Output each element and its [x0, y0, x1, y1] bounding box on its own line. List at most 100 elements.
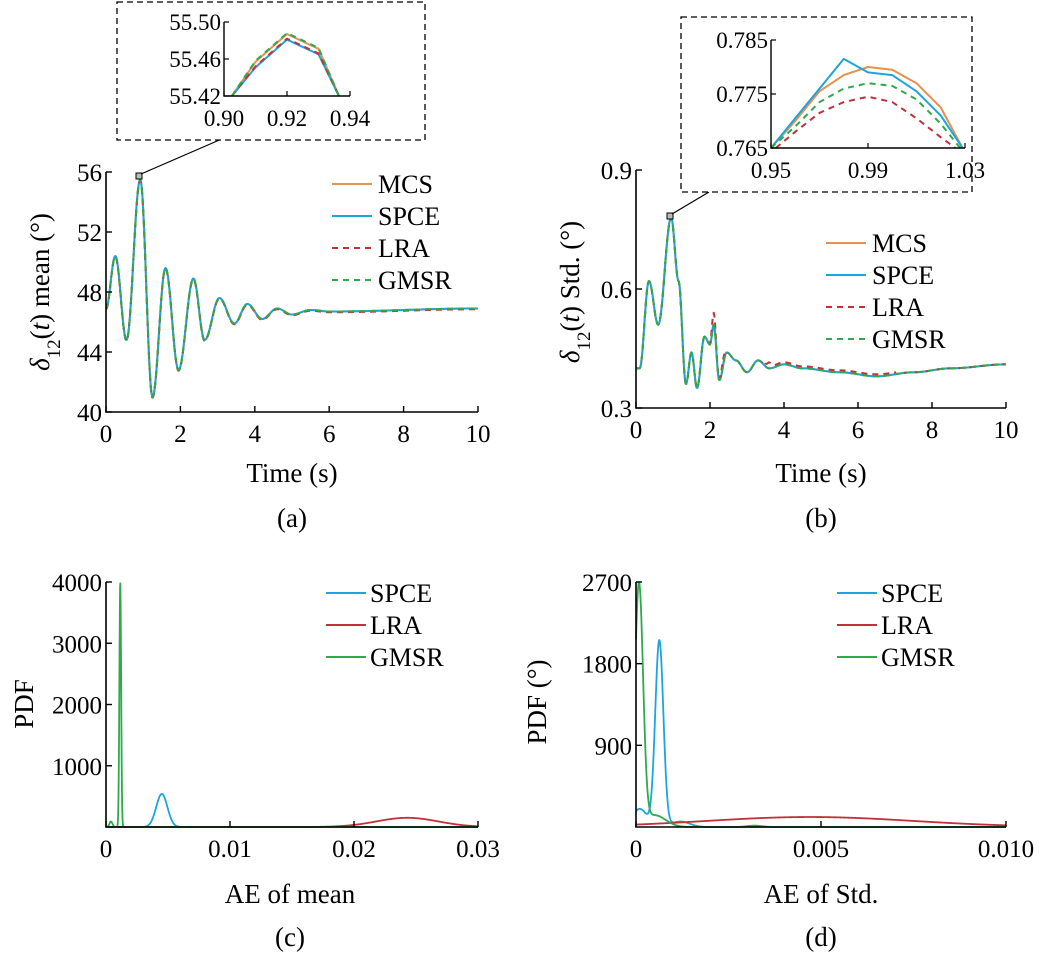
panel-d-legend-label-lra: LRA [881, 611, 933, 640]
panel-d-legend: SPCE LRA GMSR [837, 579, 955, 672]
panel-a-inset-frame [116, 1, 426, 141]
panel-b-legend-label-lra: LRA [872, 293, 924, 322]
panel-a-series [105, 178, 479, 399]
panel-b-inset-xtick-label: 0.99 [848, 158, 888, 183]
panel-a-ytick-label: 44 [77, 340, 103, 367]
panel-b-inset-xtick-label: 0.95 [751, 158, 791, 183]
panel-c-xtick-label: 0.01 [208, 836, 252, 863]
panel-a-xlabel: Time (s) [246, 458, 337, 488]
panel-a-ylabel: δ12(t) mean (°) [25, 213, 65, 371]
panel-c-axes [105, 582, 478, 828]
panel-a-xtick-label: 10 [466, 421, 491, 448]
panel-a-inset-xtick-label: 0.92 [267, 106, 307, 131]
panel-a: 0 2 4 6 8 10 40 44 48 52 56 Time (s) δ12(t) mean … [25, 1, 491, 533]
panel-a-inset-ytick-label: 55.46 [169, 47, 221, 72]
panel-a-xtick-label: 4 [249, 421, 262, 448]
panel-b-xtick-label: 0 [630, 417, 643, 444]
panel-d-xtick-label: 0.010 [978, 836, 1034, 863]
panel-b-line-spce [635, 216, 1007, 389]
panel-b-ytick-label: 0.9 [601, 158, 632, 185]
panel-a-legend-label-gmsr: GMSR [378, 266, 452, 295]
panel-c-xticks: 0 0.01 0.02 0.03 [100, 821, 500, 863]
panel-b-ytick-label: 0.3 [601, 396, 632, 423]
panel-d-caption: (d) [805, 922, 836, 952]
panel-b-ytick-label: 0.6 [601, 277, 632, 304]
panel-a-zoom-marker [135, 172, 143, 180]
panel-b-axes [635, 170, 1006, 409]
panel-b-legend: MCS SPCE LRA GMSR [826, 229, 946, 354]
panel-b-inset-line-spce [770, 57, 964, 149]
panel-c-xtick-label: 0.02 [332, 836, 376, 863]
panel-a-ytick-label: 48 [77, 280, 102, 307]
panel-a-xtick-label: 6 [323, 421, 336, 448]
panel-d-series [635, 581, 1007, 828]
panel-d-legend-label-spce: SPCE [881, 579, 943, 608]
panel-a-inset-ticks: 0.90 0.92 0.94 55.42 55.46 55.50 [169, 10, 370, 131]
panel-a-line-gmsr [105, 178, 479, 398]
panel-d-xlabel: AE of Std. [764, 879, 879, 909]
panel-b-ylabel: δ12(t) Std. (°) [555, 221, 595, 363]
panel-b-line-mcs [635, 216, 1007, 389]
panel-b-legend-label-spce: SPCE [872, 261, 934, 290]
panel-a-inset-line-gmsr [231, 32, 340, 97]
panel-b-series [635, 216, 1007, 389]
panel-a-legend-label-spce: SPCE [378, 202, 440, 231]
panel-b-xtick-label: 6 [852, 417, 865, 444]
panel-b-line-gmsr [635, 216, 1007, 389]
panel-a-caption: (a) [277, 503, 307, 533]
panel-c-legend-label-spce: SPCE [370, 579, 432, 608]
panel-c-ytick-label: 3000 [52, 631, 102, 658]
panel-a-inset-ytick-label: 55.42 [169, 84, 221, 109]
panel-a-xtick-label: 2 [174, 421, 187, 448]
panel-a-yticks: 40 44 48 52 56 [77, 160, 112, 427]
panel-c-series [105, 582, 479, 828]
panel-b-line-lra [635, 216, 1007, 389]
panel-d-xtick-label: 0 [630, 836, 643, 863]
panel-d-yticks: 900 1800 2700 [582, 570, 642, 760]
panel-a-inset-xtick-label: 0.94 [330, 106, 371, 131]
panel-c-ylabel: PDF [9, 679, 39, 729]
panel-d-xticks: 0 0.005 0.010 [630, 821, 1034, 863]
panel-b-inset-ytick-label: 0.785 [716, 28, 768, 53]
panel-a-legend-label-lra: LRA [378, 234, 430, 263]
panel-b-legend-label-gmsr: GMSR [872, 325, 946, 354]
panel-b-zoom-connector [671, 191, 710, 215]
panel-c: 0 0.01 0.02 0.03 1000 2000 3000 4000 AE of mea… [9, 570, 500, 952]
panel-a-legend-label-mcs: MCS [378, 170, 433, 199]
panel-d: 0 0.005 0.010 900 1800 2700 AE of Std. PDF (… [522, 570, 1034, 952]
panel-c-legend: SPCE LRA GMSR [326, 579, 444, 672]
panel-c-line-spce [105, 793, 479, 828]
panel-b-xticks: 0 2 4 6 8 10 [630, 402, 1019, 444]
panel-a-zoom-connector [140, 137, 225, 175]
panel-a-legend: MCS SPCE LRA GMSR [332, 170, 452, 295]
panel-a-xtick-label: 0 [100, 421, 113, 448]
panel-d-ylabel: PDF (°) [522, 659, 552, 744]
panel-b-inset-line-lra [775, 95, 956, 149]
panel-c-caption: (c) [275, 922, 305, 952]
panel-c-line-gmsr [105, 582, 479, 828]
panel-c-xtick-label: 0 [100, 836, 113, 863]
panel-b-inset-xtick-label: 1.03 [945, 158, 985, 183]
panel-d-axes [635, 582, 1006, 828]
panel-a-inset-line-lra [231, 37, 340, 97]
panel-b-inset [770, 57, 964, 149]
panel-b: 0 2 4 6 8 10 0.3 0.6 0.9 Time (s) δ12(t) Std. (… [555, 16, 1019, 533]
panel-b-xlabel: Time (s) [775, 458, 866, 488]
panel-a-xticks: 0 2 4 6 8 10 [100, 406, 491, 448]
panel-b-inset-ytick-label: 0.775 [716, 82, 768, 107]
panel-b-inset-ytick-label: 0.765 [716, 136, 768, 161]
panel-d-ytick-label: 900 [595, 733, 633, 760]
panel-b-xtick-label: 10 [994, 417, 1019, 444]
panel-a-inset [231, 32, 340, 97]
panel-a-ytick-label: 56 [77, 160, 102, 187]
panel-c-xlabel: AE of mean [225, 879, 356, 909]
panel-b-xtick-label: 4 [778, 417, 791, 444]
panel-c-yticks: 1000 2000 3000 4000 [52, 570, 112, 781]
panel-c-legend-label-gmsr: GMSR [370, 643, 444, 672]
panel-c-line-lra [105, 816, 479, 828]
panel-a-inset-ytick-label: 55.50 [169, 10, 221, 35]
panel-b-zoom-marker [666, 212, 674, 220]
panel-c-ytick-label: 4000 [52, 570, 102, 597]
panel-b-legend-label-mcs: MCS [872, 229, 927, 258]
